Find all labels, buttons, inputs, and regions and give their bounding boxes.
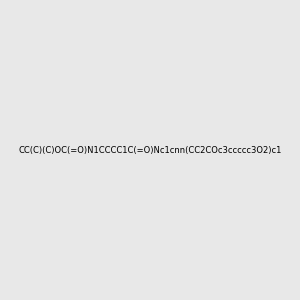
Text: CC(C)(C)OC(=O)N1CCCC1C(=O)Nc1cnn(CC2COc3ccccc3O2)c1: CC(C)(C)OC(=O)N1CCCC1C(=O)Nc1cnn(CC2COc3…	[18, 146, 282, 154]
